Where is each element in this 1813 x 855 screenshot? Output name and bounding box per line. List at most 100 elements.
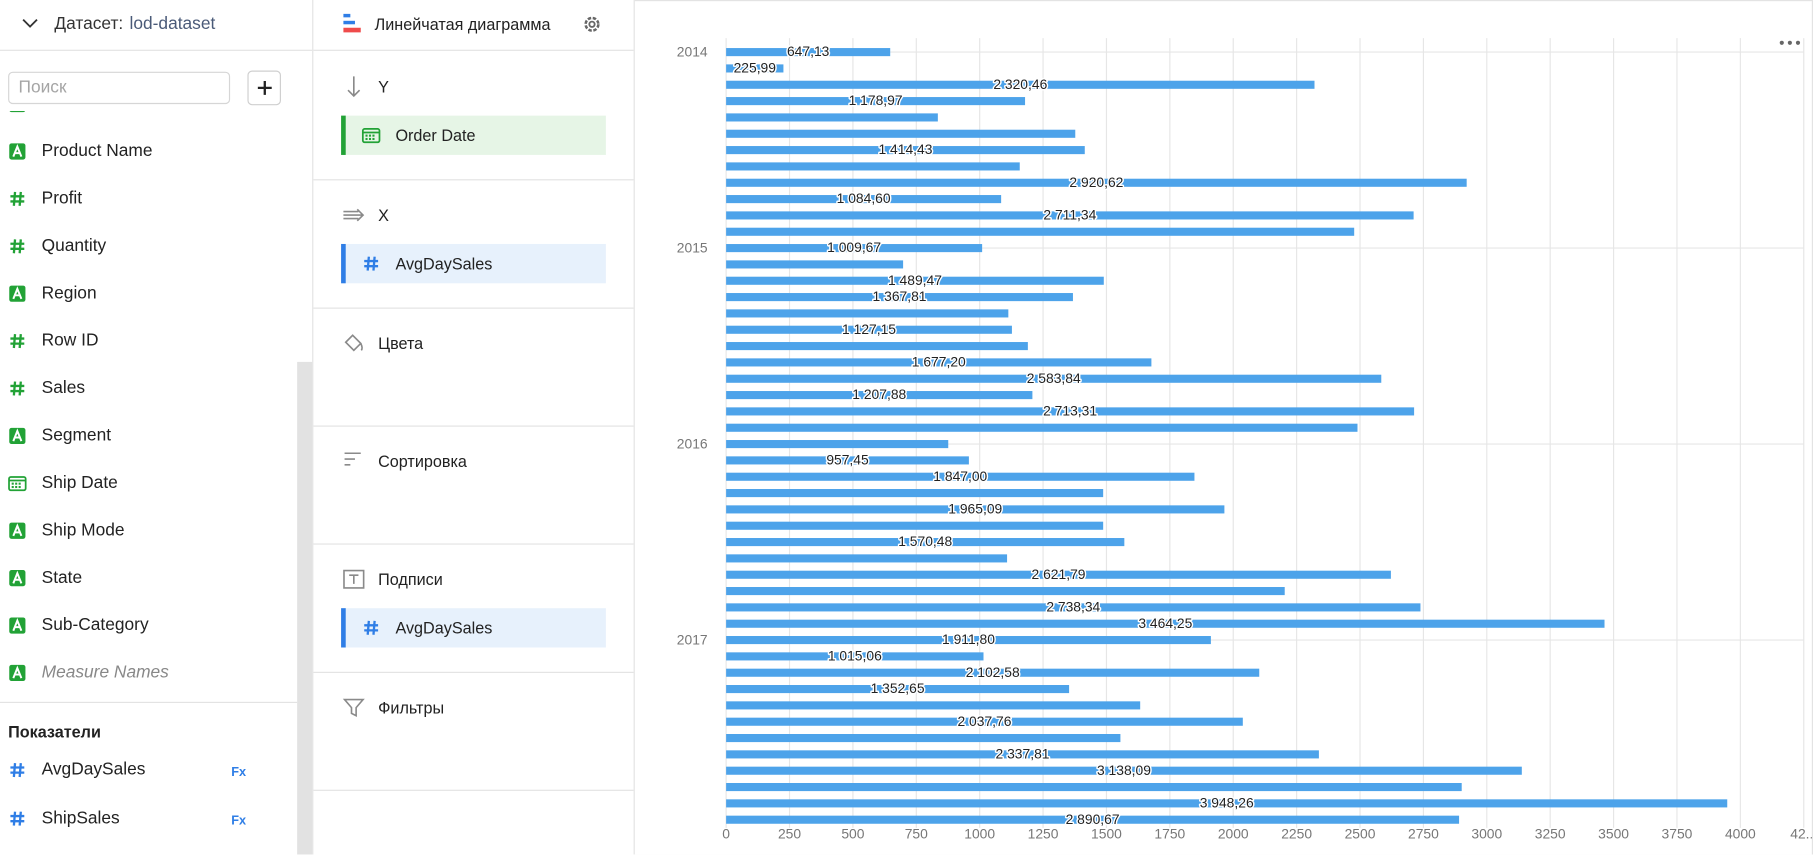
icon-glyph (364, 620, 379, 635)
chart-type[interactable]: Линейчатая диаграмма (374, 15, 551, 34)
icon-bg (9, 111, 26, 113)
chart-menu[interactable] (1779, 40, 1801, 45)
field-name: Ship Mode (41, 520, 125, 540)
x-tick-label: 1750 (1154, 825, 1185, 841)
measure-name: AvgDaySales (41, 759, 146, 780)
field-item[interactable]: Region (0, 278, 297, 310)
field-item[interactable]: Ship Date (0, 467, 297, 499)
bar (726, 799, 1728, 808)
number-icon (10, 763, 25, 778)
scrollbar (297, 361, 313, 855)
search-input[interactable]: Поиск (8, 71, 231, 105)
field-item[interactable]: Product Name (0, 135, 297, 167)
field-name: Sub-Category (41, 615, 149, 635)
bar (726, 391, 1033, 400)
bar (726, 456, 969, 465)
measure-item[interactable]: AvgDaySales Fx (0, 754, 297, 786)
field-item[interactable]: Profit (0, 183, 297, 215)
gear-ring (584, 16, 600, 32)
bar (726, 325, 1012, 334)
data-label: 1 015,06 (828, 647, 882, 663)
x-tick-label: 1250 (1028, 825, 1059, 841)
field-item[interactable]: Row ID (0, 325, 297, 357)
field-item[interactable]: Quantity (0, 230, 297, 262)
bar (726, 636, 1211, 645)
section-title: Y (378, 77, 389, 96)
icon-dot (365, 137, 368, 141)
dataset-name[interactable]: lod-dataset (129, 13, 216, 34)
bar (726, 129, 1076, 138)
gear-hub (588, 20, 596, 28)
section-title: X (378, 205, 389, 225)
data-label: 3 948,26 (1200, 794, 1254, 810)
section-title: Цвета (378, 334, 424, 353)
y-tick-label: 2017 (677, 632, 708, 648)
string-icon (9, 570, 26, 587)
data-label: 1 084,60 (837, 190, 891, 206)
x-tick-label: 250 (778, 825, 801, 841)
bar (726, 782, 1462, 792)
data-label: 1 570,48 (898, 533, 952, 549)
field-item[interactable]: Measure Names (0, 657, 297, 689)
section-divider (313, 671, 634, 673)
icon-shape (343, 208, 365, 222)
data-label: 1 127,15 (842, 321, 896, 337)
bar (726, 538, 1125, 547)
number-icon (10, 334, 25, 349)
chart: 0 250 500 750 1000 1250 1500 1750 2000 2250 2500 27… (677, 38, 1812, 841)
data-label: 1 009,67 (827, 239, 881, 255)
number-icon (364, 620, 379, 635)
date-icon (8, 476, 27, 492)
number-icon (10, 191, 25, 206)
section-divider (313, 425, 634, 427)
list-divider (0, 701, 298, 703)
field-item[interactable]: Segment (0, 420, 297, 452)
string-icon (9, 143, 26, 160)
string-icon (9, 617, 26, 634)
bar (726, 603, 1421, 612)
plus (257, 80, 272, 95)
add-field-button[interactable] (247, 70, 281, 106)
section-icon (344, 452, 361, 466)
section-icon (347, 76, 361, 98)
bar (726, 489, 1104, 498)
x-tick-label: 42... (1790, 825, 1812, 841)
field-item[interactable]: Product ID (0, 111, 297, 120)
icon-glyph (12, 523, 23, 537)
dataset-label: Датасет: (54, 13, 124, 34)
section-item[interactable]: AvgDaySales (341, 608, 606, 648)
field-list: Product ID Product Name Profit Quantity Regi… (0, 111, 297, 702)
number-icon (10, 381, 25, 396)
measure-item[interactable]: ShipSales Fx (0, 802, 297, 834)
bar (726, 48, 891, 57)
section-title: Фильтры (378, 698, 445, 717)
chevron (22, 19, 38, 28)
field-name: Row ID (41, 330, 99, 351)
icon-dot (365, 134, 368, 137)
field-item[interactable]: Sub-Category (0, 609, 297, 641)
formula-badge: Fx (231, 765, 247, 780)
bar (726, 472, 1195, 481)
bar (726, 701, 1141, 710)
icon-dot (372, 134, 375, 137)
bar (726, 685, 1070, 694)
field-name: Profit (41, 188, 83, 209)
x-tick-label: 3750 (1662, 825, 1693, 841)
bar (726, 227, 1355, 236)
section-item[interactable]: AvgDaySales (341, 243, 606, 284)
field-item[interactable]: State (0, 562, 297, 594)
y-tick-label: 2014 (677, 44, 708, 60)
bar (726, 195, 1002, 204)
field-item[interactable]: Ship Mode (0, 515, 297, 547)
icon-shape (344, 334, 363, 352)
field-item[interactable]: Sales (0, 372, 297, 404)
bar (726, 276, 1104, 285)
section-item[interactable]: Order Date (341, 115, 606, 155)
data-label: 1 847,00 (933, 468, 987, 484)
x-tick-label: 3500 (1598, 825, 1629, 841)
bar (726, 734, 1121, 743)
data-label: 2 890,67 (1066, 811, 1120, 827)
string-icon (9, 522, 26, 539)
bar (726, 423, 1358, 432)
